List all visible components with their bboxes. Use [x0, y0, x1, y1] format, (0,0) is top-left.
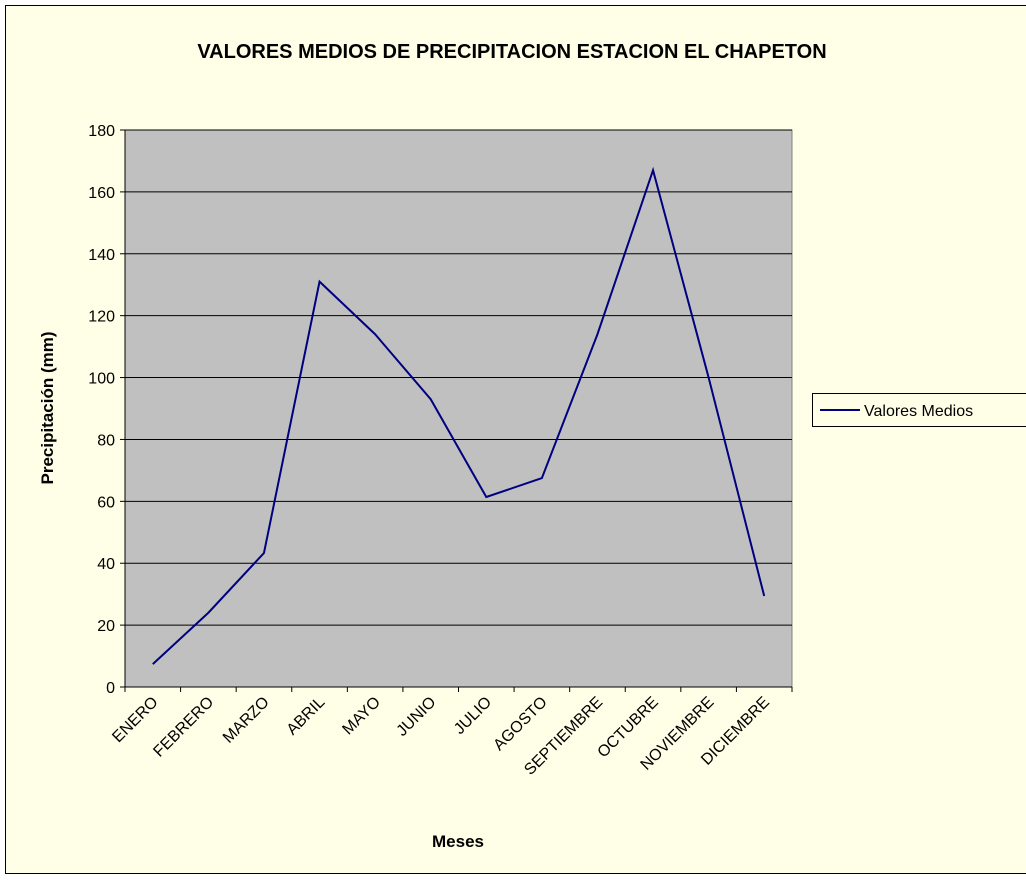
y-tick-label: 160 — [88, 185, 115, 202]
y-tick-label: 100 — [88, 371, 115, 388]
y-tick-label: 0 — [106, 680, 115, 697]
legend-label: Valores Medios — [864, 403, 973, 420]
y-tick-label: 120 — [88, 309, 115, 326]
y-tick-label: 180 — [88, 123, 115, 140]
y-tick-label: 20 — [97, 618, 115, 635]
y-tick-label: 140 — [88, 247, 115, 264]
y-tick-label: 80 — [97, 432, 115, 449]
plot-area — [125, 130, 792, 687]
y-tick-label: 60 — [97, 494, 115, 511]
y-tick-label: 40 — [97, 556, 115, 573]
chart-title: VALORES MEDIOS DE PRECIPITACION ESTACION… — [197, 41, 826, 63]
y-axis-title: Precipitación (mm) — [38, 331, 57, 484]
x-axis-title: Meses — [432, 832, 484, 851]
